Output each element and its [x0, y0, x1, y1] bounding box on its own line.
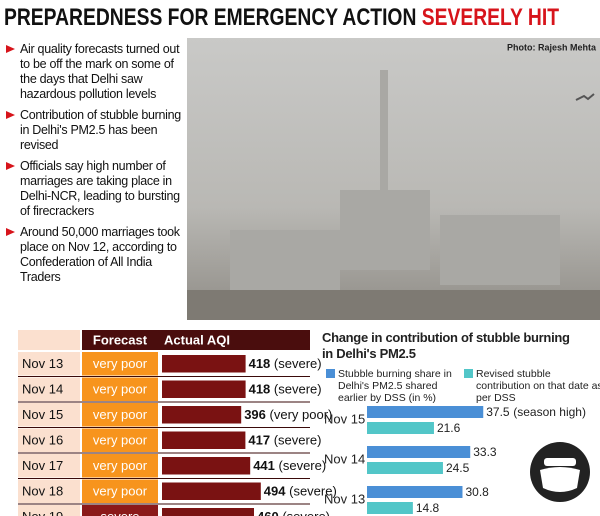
aqi-bar — [162, 482, 261, 500]
aqi-value: 418 (severe) — [249, 356, 322, 371]
forecast: very poor — [93, 458, 148, 473]
aqi-number: 396 — [244, 407, 266, 422]
date-header-cell — [18, 330, 80, 350]
date-cell — [18, 454, 80, 478]
aqi-category: (severe) — [279, 458, 327, 473]
aqi-category: (severe) — [289, 484, 337, 499]
forecast: very poor — [93, 433, 148, 448]
forecast-cell — [82, 479, 158, 503]
value-label: 30.8 — [465, 485, 489, 499]
aqi-bar — [162, 406, 242, 424]
date-cell — [18, 352, 80, 376]
date: Nov 13 — [22, 356, 63, 371]
aqi-bar — [162, 431, 246, 449]
bar — [367, 422, 434, 434]
date-cell — [18, 377, 80, 401]
aqi-value: 460 (severe) — [257, 509, 330, 516]
photo-credit: Photo: Rajesh Mehta — [507, 42, 597, 52]
value-label: 33.3 — [473, 445, 497, 459]
value-label: 14.8 — [416, 501, 440, 515]
bullet: Air quality forecasts turned out to be o… — [4, 42, 184, 102]
aqi-bar — [162, 508, 254, 516]
forecast: severe — [100, 509, 139, 516]
bullet: Contribution of stubble burning in Delhi… — [4, 108, 184, 153]
forecast: very poor — [93, 356, 148, 371]
date: Nov 16 — [22, 433, 63, 448]
forecast: very poor — [93, 382, 148, 397]
legend-swatch — [326, 369, 335, 378]
legend-label: Stubble burning share in Delhi's PM2.5 s… — [338, 368, 452, 404]
aqi-number: 418 — [249, 382, 271, 397]
legend-item: Stubble burning share in Delhi's PM2.5 s… — [326, 368, 468, 404]
forecast-cell — [82, 352, 158, 376]
date: Nov 19 — [22, 509, 63, 516]
forecast-cell — [82, 454, 158, 478]
aqi-table: Forecast Actual AQI Nov 13 very poor 418 (se… — [18, 330, 337, 516]
date-cell — [18, 403, 80, 427]
headline: PREPAREDNESS FOR EMERGENCY ACTION SEVERE… — [4, 4, 559, 31]
aqi-category: (severe) — [274, 382, 322, 397]
forecast: very poor — [93, 407, 148, 422]
bullet: Around 50,000 marriages took place on No… — [4, 225, 184, 285]
legend-item: Revised stubble contribution on that dat… — [464, 368, 600, 404]
bar — [367, 502, 413, 514]
legend-label: Revised stubble contribution on that dat… — [476, 368, 600, 404]
aqi-category: (very poor) — [270, 407, 333, 422]
aqi-value: 441 (severe) — [253, 458, 326, 473]
aqi-number: 417 — [248, 433, 270, 448]
date-cell — [18, 428, 80, 452]
date: Nov 18 — [22, 484, 63, 499]
stubble-chart: Nov 15 37.5 (season high) 21.6 Nov 14 33.324.… — [324, 405, 586, 515]
category-label: Nov 15 — [324, 411, 365, 426]
date: Nov 14 — [22, 382, 63, 397]
aqi-number: 418 — [249, 356, 271, 371]
forecast-cell — [82, 505, 158, 516]
forecast-cell — [82, 428, 158, 452]
aqi-number: 460 — [257, 509, 279, 516]
aqi-value: 417 (severe) — [248, 433, 321, 448]
aqi-bar — [162, 355, 246, 373]
headline-highlight: SEVERELY HIT — [422, 4, 560, 31]
date: Nov 15 — [22, 407, 63, 422]
date-cell — [18, 505, 80, 516]
header-row — [82, 330, 310, 350]
aqi-number: 494 — [264, 484, 286, 499]
date-cell — [18, 479, 80, 503]
column-header: Actual AQI — [164, 332, 230, 347]
forecast: very poor — [93, 484, 148, 499]
date: Nov 17 — [22, 458, 63, 473]
bar — [367, 446, 471, 458]
bar — [367, 406, 484, 418]
category-label: Nov 14 — [324, 451, 365, 466]
bullet-list: Air quality forecasts turned out to be o… — [4, 42, 184, 291]
column-header: Forecast — [93, 332, 148, 347]
aqi-bar — [162, 380, 246, 398]
value-label: 21.6 — [437, 421, 461, 435]
photo-silhouettes — [187, 70, 600, 320]
forecast-cell — [82, 403, 158, 427]
bar — [367, 462, 443, 474]
bar — [367, 486, 463, 498]
value-label: 37.5 — [486, 405, 510, 419]
aqi-value: 494 (severe) — [264, 484, 337, 499]
bird — [575, 93, 595, 101]
value-label: 24.5 — [446, 461, 470, 475]
bullet: Officials say high number of marriages a… — [4, 159, 184, 219]
forecast-cell — [82, 377, 158, 401]
aqi-number: 441 — [253, 458, 275, 473]
category-label: Nov 13 — [324, 491, 365, 506]
aqi-category: (severe) — [274, 356, 322, 371]
aqi-category: (severe) — [282, 509, 330, 516]
mask-icon — [530, 442, 590, 502]
headline-main: PREPAREDNESS FOR EMERGENCY ACTION — [4, 4, 416, 31]
chart-title: Change in contribution of stubble burnin… — [322, 330, 570, 361]
aqi-value: 418 (severe) — [249, 382, 322, 397]
aqi-value: 396 (very poor) — [244, 407, 332, 422]
legend-swatch — [464, 369, 473, 378]
annotation: (season high) — [513, 405, 586, 419]
aqi-category: (severe) — [274, 433, 322, 448]
aqi-bar — [162, 457, 251, 475]
